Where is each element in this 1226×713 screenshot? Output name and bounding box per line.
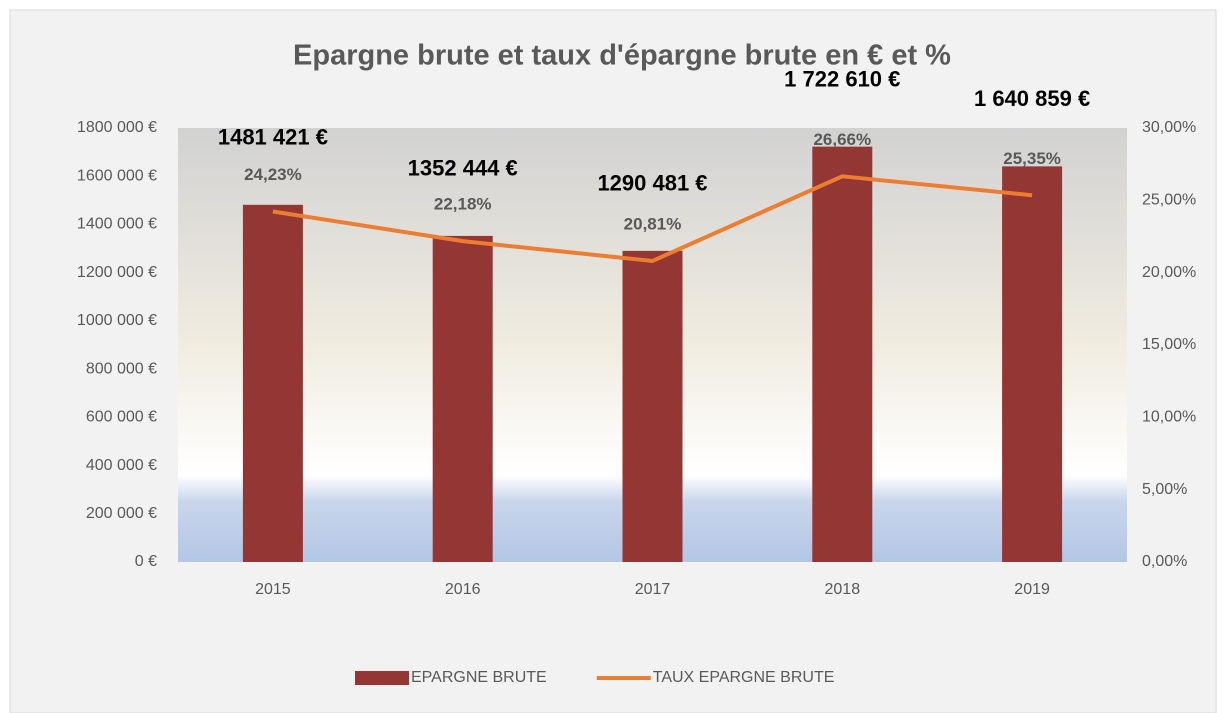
line (272, 174, 1033, 263)
y2-tick-label: 20,00% (1142, 264, 1196, 281)
bar (812, 146, 873, 562)
line-value-label: 20,81% (624, 214, 682, 233)
bar-value-label: 1 640 859 € (974, 86, 1090, 111)
chart-title: Epargne brute et taux d'épargne brute en… (293, 40, 951, 72)
y-tick-label: 0 € (135, 553, 157, 570)
x-tick-label: 2018 (825, 581, 861, 598)
y-tick-label: 1800 000 € (77, 119, 157, 136)
y-tick-label: 600 000 € (86, 409, 157, 426)
y-tick-label: 400 000 € (86, 457, 157, 474)
x-tick-label: 2019 (1014, 581, 1050, 598)
y2-tick-label: 30,00% (1142, 119, 1196, 136)
line-value-label: 26,66% (813, 130, 871, 149)
bar (242, 204, 303, 563)
y2-tick-label: 25,00% (1142, 192, 1196, 209)
bar (622, 250, 683, 562)
y-tick-label: 1400 000 € (77, 216, 157, 233)
x-tick-label: 2017 (635, 581, 671, 598)
x-tick-label: 2016 (445, 581, 481, 598)
line-value-label: 24,23% (244, 165, 302, 184)
bar (432, 235, 493, 563)
y-tick-label: 800 000 € (86, 360, 157, 377)
bar-value-label: 1352 444 € (408, 156, 518, 181)
y2-tick-label: 0,00% (1142, 553, 1187, 570)
y-tick-label: 1600 000 € (77, 167, 157, 184)
legend-swatch (355, 671, 409, 685)
bar (1002, 166, 1063, 562)
bar-value-label: 1481 421 € (218, 125, 328, 150)
y-tick-label: 1200 000 € (77, 264, 157, 281)
y-tick-label: 1000 000 € (77, 312, 157, 329)
line-value-label: 25,35% (1003, 149, 1061, 168)
bar-value-label: 1 722 610 € (784, 66, 900, 91)
legend-label: TAUX EPARGNE BRUTE (653, 669, 835, 686)
y-tick-label: 200 000 € (86, 505, 157, 522)
legend-label: EPARGNE BRUTE (411, 669, 547, 686)
y2-tick-label: 10,00% (1142, 409, 1196, 426)
bar-value-label: 1290 481 € (597, 171, 707, 196)
y2-tick-label: 15,00% (1142, 336, 1196, 353)
y2-tick-label: 5,00% (1142, 481, 1187, 498)
line-value-label: 22,18% (434, 195, 492, 214)
x-tick-label: 2015 (255, 581, 291, 598)
